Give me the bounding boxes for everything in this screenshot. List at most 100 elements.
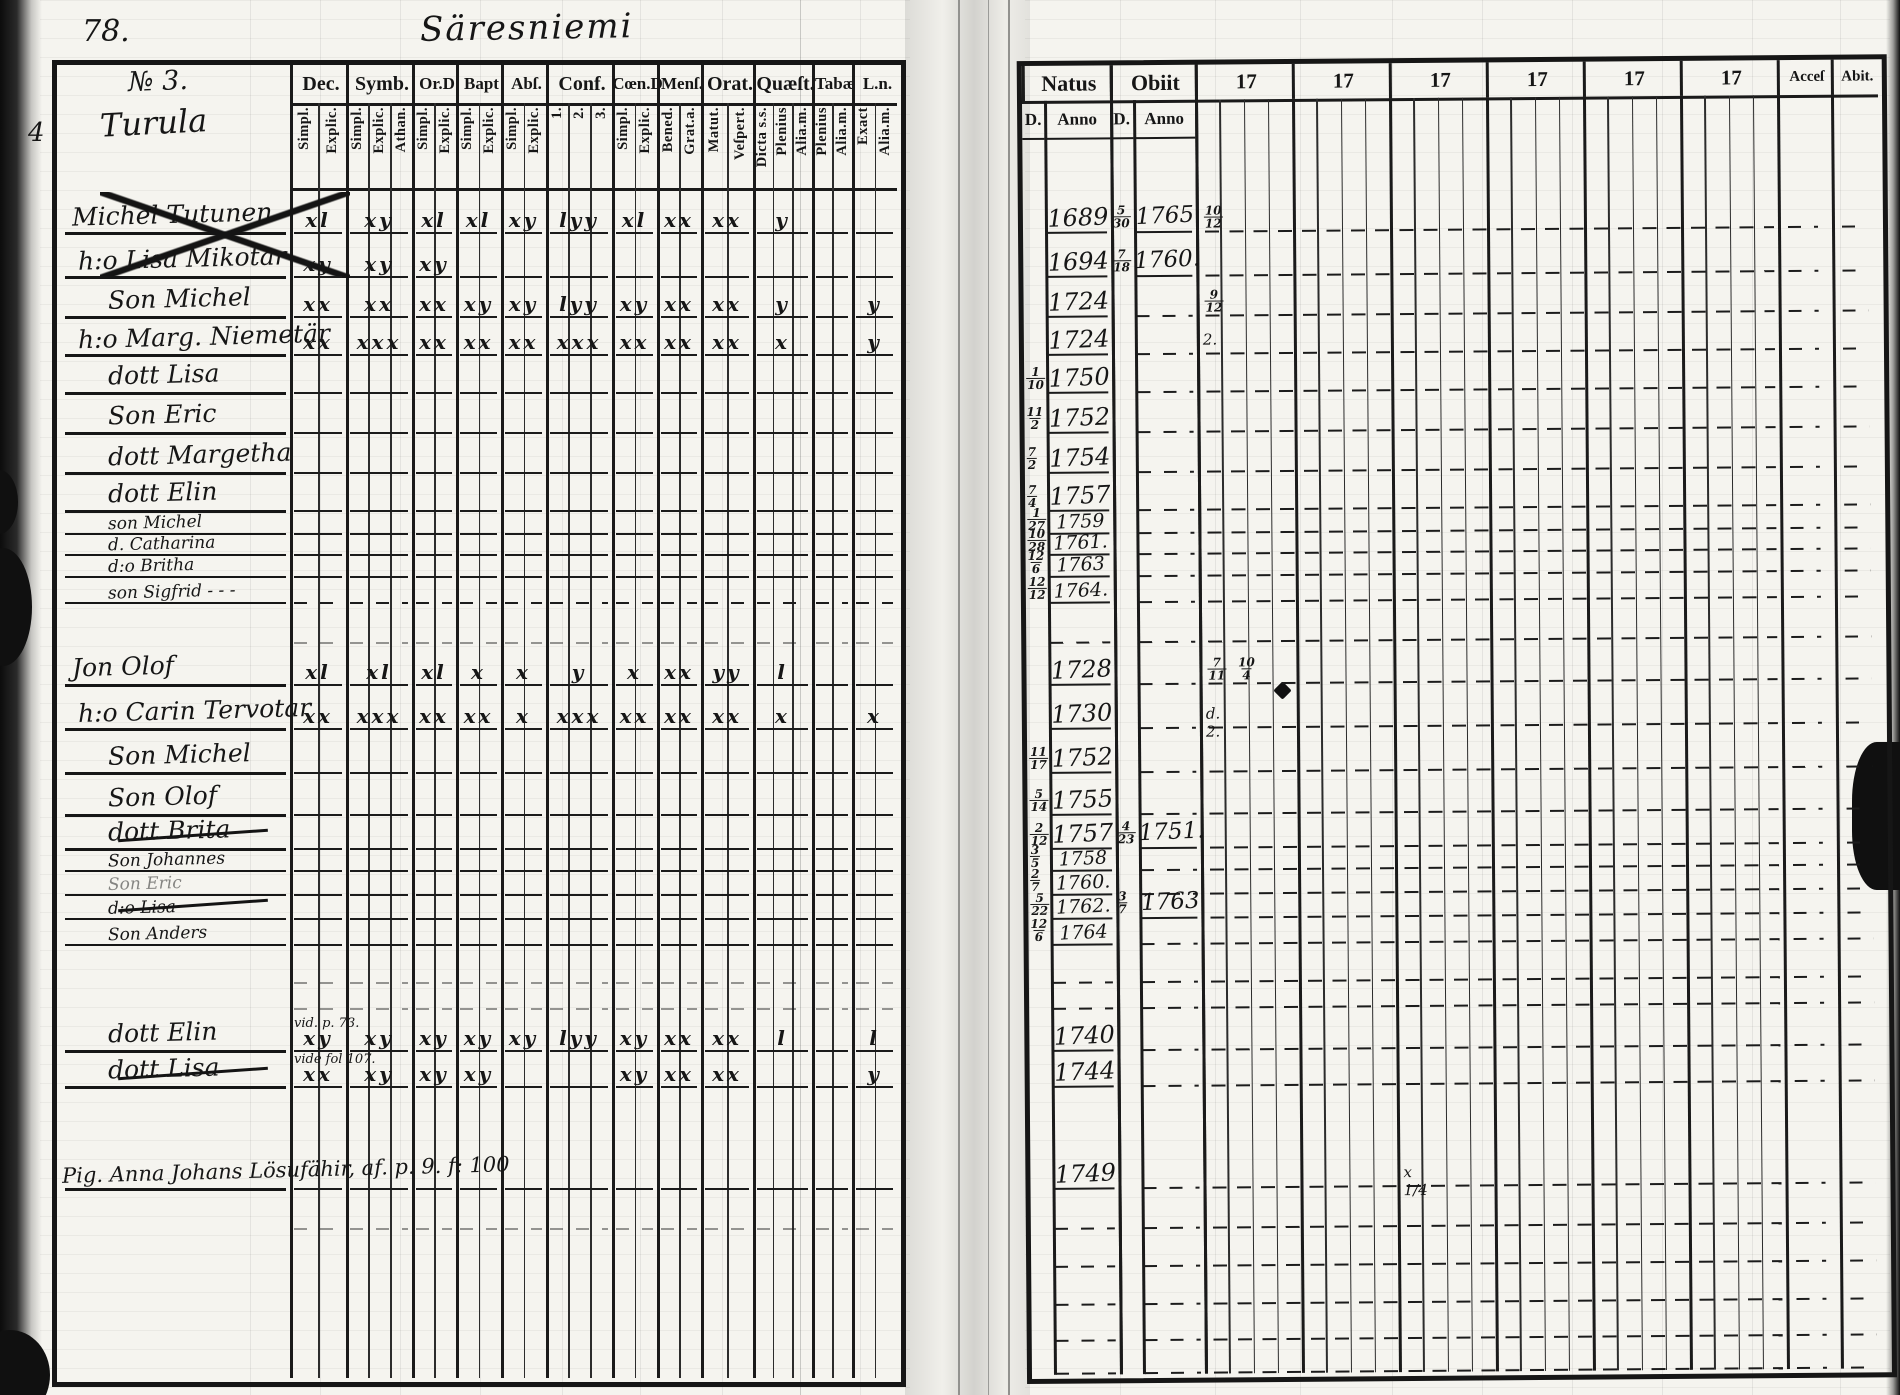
row-line (550, 772, 608, 774)
row-line (661, 276, 697, 278)
person-name: dott Lisa (107, 358, 220, 391)
communion-marks: xx (664, 1026, 694, 1050)
row-line (816, 982, 848, 984)
row-line (550, 392, 608, 394)
row-line (616, 1050, 653, 1052)
column-header-cell: Cœn.D (612, 65, 663, 103)
row-line (816, 944, 848, 946)
birth-day: 12 6 (1027, 548, 1045, 577)
row-line (757, 944, 808, 946)
row-line (460, 1188, 497, 1190)
subcolumn-header: Matut. (705, 107, 722, 153)
row-line (616, 533, 653, 535)
communion-marks: xx (712, 330, 742, 354)
row-line (616, 602, 653, 604)
row-line-acces (1795, 1181, 1826, 1184)
communion-marks: xx (664, 660, 694, 684)
row-line-acces (1793, 937, 1824, 941)
communion-marks: xl (465, 208, 492, 232)
row-line-acces (1796, 1366, 1827, 1369)
birth-year: 1752 (1051, 742, 1114, 773)
row-line (505, 232, 542, 234)
row-line (616, 576, 653, 578)
subcolumn-line (832, 103, 834, 1378)
abit-header: Abit. (1830, 59, 1881, 95)
row-line (460, 1228, 497, 1230)
row-line-abit (1846, 807, 1873, 810)
row-line (856, 602, 893, 604)
row-line-abit (1848, 1001, 1875, 1004)
row-line-abit (1844, 503, 1871, 506)
row-line (705, 533, 749, 535)
row-line-obiit (1141, 868, 1198, 872)
row-line (757, 602, 808, 604)
subcolumn-line (727, 103, 729, 1378)
subcolumn-line (434, 103, 436, 1378)
marginal-note: vide fol 107. (294, 1052, 376, 1067)
scan-streak (1120, 0, 1121, 1395)
row-line (856, 232, 893, 234)
row-line (350, 472, 408, 474)
row-line (550, 1086, 608, 1088)
birth-day: 12 12 (1027, 574, 1047, 603)
row-line (460, 772, 497, 774)
row-line (550, 510, 608, 512)
subcolumn-line (772, 103, 775, 1378)
row-line-abit (1850, 1333, 1877, 1336)
row-line (856, 354, 893, 356)
row-line (856, 814, 893, 816)
subcolumn-header: Explic. (481, 107, 498, 154)
row-line-abit (1849, 1181, 1876, 1184)
row-line (856, 1228, 893, 1230)
row-line (505, 814, 542, 816)
row-line (856, 894, 893, 896)
row-line (460, 354, 497, 356)
birth-day: 5 22 (1030, 890, 1050, 919)
row-line-acces (1796, 1259, 1827, 1262)
sub-header-cell: Anno (1043, 100, 1111, 140)
subcolumn-line (368, 103, 370, 1378)
row-line (705, 642, 749, 644)
birth-year: 1752 (1048, 402, 1111, 433)
binding-edge-left (0, 0, 42, 1395)
row-line (705, 894, 749, 896)
row-line (550, 944, 608, 946)
row-line-abit (1845, 677, 1872, 680)
row-line (816, 533, 848, 535)
row-line (460, 392, 497, 394)
row-line-acces (1791, 721, 1822, 725)
binding-edge-right (1886, 0, 1900, 1395)
row-line (661, 728, 697, 730)
column-group-line (546, 103, 549, 1378)
communion-marks: y (775, 292, 790, 316)
name-underline (65, 1188, 286, 1191)
communion-marks: xy (463, 292, 494, 316)
subcolumn-header: 1. (548, 107, 565, 119)
person-name: d. Catharina (107, 532, 216, 556)
name-underline (65, 684, 286, 687)
row-line-acces (1789, 385, 1820, 389)
birth-day: 11 17 (1029, 744, 1048, 773)
communion-marks: xx (364, 292, 394, 316)
subcolumn-line (318, 103, 320, 1378)
row-line (550, 1188, 608, 1190)
row-line (757, 728, 808, 730)
row-line (294, 472, 342, 474)
year-century-header: 17 (1291, 63, 1392, 99)
row-line (757, 392, 808, 394)
person-name: h:o Lisa Mikotar (77, 241, 287, 276)
row-line (616, 918, 653, 920)
row-line-abit (1841, 225, 1869, 228)
row-line (705, 772, 749, 774)
column-group-line (412, 103, 415, 1378)
row-line (616, 814, 653, 816)
row-line (416, 642, 452, 644)
row-line (856, 642, 893, 644)
row-line-acces (1787, 225, 1819, 229)
row-line (816, 432, 848, 434)
row-line-abit (1842, 347, 1869, 350)
row-line (856, 772, 893, 774)
row-line (294, 533, 342, 535)
row-line (460, 894, 497, 896)
row-line-abit (1847, 887, 1874, 890)
